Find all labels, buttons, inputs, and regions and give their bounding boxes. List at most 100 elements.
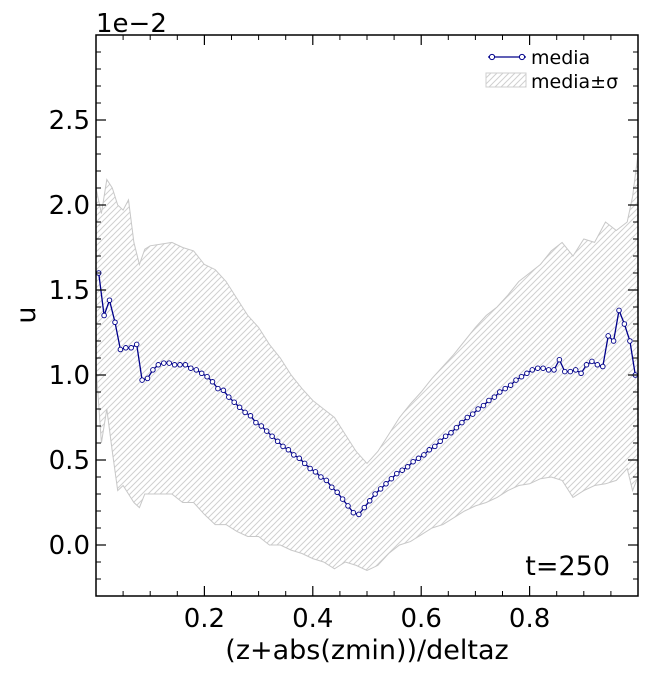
data-point (583, 362, 590, 368)
data-point (171, 362, 178, 368)
data-point (366, 498, 373, 504)
data-point (350, 509, 357, 516)
data-point (345, 503, 351, 509)
data-point (464, 414, 471, 421)
data-point (318, 474, 324, 480)
data-point (361, 504, 368, 511)
data-point (372, 491, 378, 497)
data-point (269, 433, 275, 439)
data-point (258, 423, 265, 429)
data-point (589, 358, 595, 365)
data-point (627, 338, 633, 344)
band-layer (96, 153, 638, 572)
x-tick-label: 0.2 (184, 604, 225, 634)
y-tick-label: 0.0 (49, 531, 90, 561)
data-point (475, 406, 481, 412)
data-point (220, 387, 227, 394)
data-point (274, 438, 281, 445)
data-point (323, 477, 330, 484)
x-tick-label: 0.8 (509, 604, 550, 634)
data-point (177, 362, 183, 368)
y-tick-label: 0.5 (49, 446, 90, 476)
data-point (291, 452, 297, 458)
data-point (459, 419, 465, 426)
data-point (263, 428, 270, 434)
data-point (356, 511, 362, 518)
data-point (600, 363, 606, 370)
data-point (529, 367, 536, 373)
x-tick-label: 0.6 (401, 604, 442, 634)
data-point (567, 368, 574, 375)
legend-label-sigma: media±σ (531, 71, 618, 93)
data-point (117, 346, 124, 353)
data-point (432, 443, 438, 450)
data-point (193, 367, 200, 373)
legend-label-media: media (531, 47, 590, 69)
data-point (312, 469, 319, 475)
data-point (507, 382, 514, 388)
data-point (518, 373, 525, 380)
data-point (247, 413, 254, 419)
data-point (242, 409, 248, 416)
data-point (497, 389, 503, 395)
data-point (209, 379, 216, 385)
x-axis-label: (z+abs(zmin))/deltaz (225, 635, 508, 666)
data-point (545, 367, 552, 373)
y-tick-label: 1.0 (49, 361, 90, 391)
line-layer (96, 270, 638, 518)
tick-layer (96, 35, 638, 596)
data-point (562, 368, 568, 375)
data-point (502, 385, 508, 392)
data-point (421, 452, 427, 458)
data-point (383, 481, 389, 487)
x-tick-labels: 0.2 0.4 0.6 0.8 (184, 604, 551, 634)
data-point (610, 338, 617, 344)
data-point (226, 394, 232, 400)
data-point (128, 345, 134, 351)
legend: media media±σ (485, 47, 618, 93)
data-point (556, 356, 563, 363)
data-point (166, 360, 172, 366)
data-point (551, 367, 557, 373)
data-point (394, 470, 400, 477)
y-tick-label: 2.5 (49, 106, 90, 136)
data-point (572, 367, 579, 373)
data-point (301, 460, 308, 467)
x-tick-label: 0.4 (292, 604, 333, 634)
data-point (161, 360, 167, 366)
legend-marker-right (518, 53, 526, 61)
data-point (155, 362, 162, 368)
data-point (198, 370, 205, 377)
data-point (253, 419, 259, 426)
y-tick-labels: 0.0 0.5 1.0 1.5 2.0 2.5 (49, 106, 90, 561)
plot-frame (95, 34, 639, 597)
data-point (513, 377, 519, 383)
data-point (616, 307, 622, 314)
data-point (231, 399, 237, 405)
data-point (307, 465, 313, 472)
data-point (486, 397, 492, 404)
y-offset-label: 1e−2 (96, 9, 167, 39)
data-point (285, 447, 292, 453)
data-point (388, 475, 395, 482)
data-point (594, 362, 601, 368)
data-point (150, 367, 156, 373)
y-axis-label: u (11, 306, 42, 323)
data-point (112, 319, 118, 326)
data-point (448, 430, 454, 436)
data-point (188, 365, 194, 371)
data-point (399, 467, 405, 473)
data-point (453, 424, 460, 431)
y-tick-label: 2.0 (49, 191, 90, 221)
data-point (442, 433, 449, 439)
data-point (404, 464, 411, 470)
data-point (101, 312, 107, 319)
data-point (236, 404, 243, 411)
data-point (437, 438, 443, 445)
data-point (578, 370, 584, 377)
data-point (621, 321, 628, 327)
data-point (182, 362, 189, 368)
data-point (123, 345, 129, 351)
data-point (339, 496, 346, 502)
